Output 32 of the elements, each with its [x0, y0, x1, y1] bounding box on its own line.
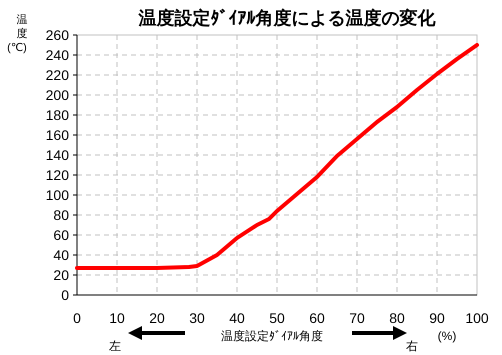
x-tick-label: 90	[429, 310, 445, 326]
text: (%)	[438, 329, 456, 343]
x-tick-label: 100	[465, 310, 489, 326]
x-axis-title: 温度設定ﾀﾞｲｱﾙ角度	[221, 329, 323, 343]
x-tick-label: 60	[309, 310, 325, 326]
x-tick-label: 50	[269, 310, 285, 326]
y-tick-label: 200	[46, 86, 70, 103]
x-tick-label: 80	[389, 310, 405, 326]
text: 左	[109, 339, 121, 353]
x-tick-label: 40	[229, 310, 245, 326]
y-tick-label: 240	[46, 46, 70, 63]
y-tick-label: 20	[53, 266, 70, 283]
y-tick-label: 100	[46, 186, 70, 203]
x-tick-label: 20	[149, 310, 165, 326]
chart-title: 温度設定ﾀﾞｲｱﾙ角度による温度の変化	[138, 8, 436, 28]
line-series	[75, 43, 479, 270]
y-tick-label: 120	[46, 166, 70, 183]
x-tick-label: 30	[189, 310, 205, 326]
x-tick-label: 70	[349, 310, 365, 326]
y-tick-label: 0	[61, 286, 70, 303]
x-tick-label: 10	[109, 310, 125, 326]
y-tick-label: 160	[46, 126, 70, 143]
y-tick-label: 140	[46, 146, 70, 163]
y-tick-label: 260	[46, 26, 70, 43]
y-tick-label: 60	[53, 226, 70, 243]
y-tick-label: 180	[46, 106, 70, 123]
y-tick-label: 220	[46, 66, 70, 83]
text: 右	[406, 339, 418, 353]
y-tick-label: 40	[53, 246, 70, 263]
x-tick-label: 0	[73, 310, 82, 326]
y-axis-title: 温度(℃)	[7, 14, 28, 54]
y-tick-label: 80	[53, 206, 70, 223]
